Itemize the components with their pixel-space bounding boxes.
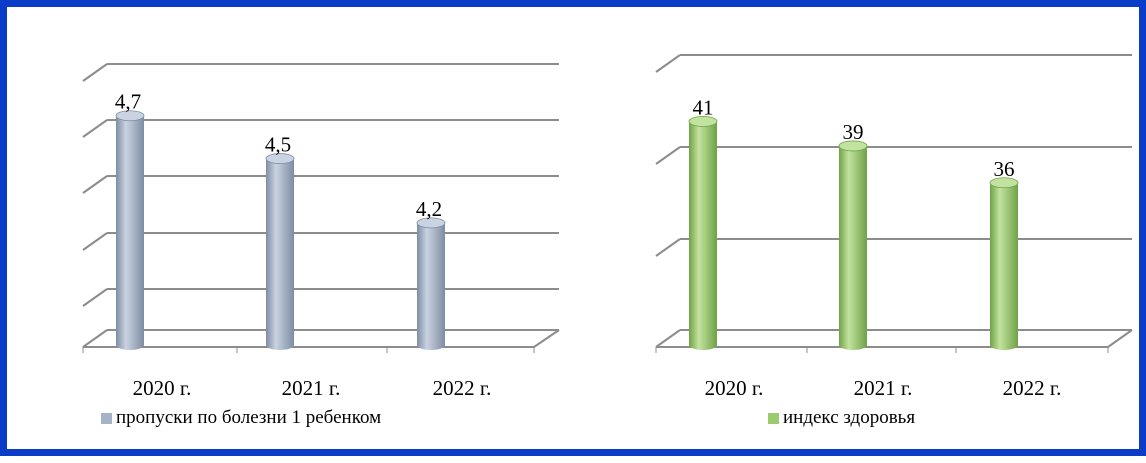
legend-swatch-health-index <box>768 412 779 424</box>
x-tick-label-1: 2021 г. <box>854 376 913 400</box>
data-label-1: 4,5 <box>265 133 291 157</box>
gridline-wall-3 <box>82 232 108 251</box>
bar-0 <box>689 121 717 351</box>
legend-label-health-index: индекс здоровья <box>783 407 916 428</box>
data-label-0: 4,7 <box>115 90 141 114</box>
gridline-wall-1 <box>655 146 681 165</box>
bar-top-1 <box>265 153 295 164</box>
floor-side-line <box>1107 329 1133 348</box>
gridline-wall-1 <box>82 119 108 138</box>
gridline-wall-3 <box>655 329 681 348</box>
chart-absences: 4,7 2020 г. 4,5 2021 г. 4,2 2022 г. <box>82 63 560 400</box>
bar-1 <box>839 145 867 350</box>
x-tick-label-0: 2020 г. <box>705 376 764 400</box>
data-label-0: 41 <box>693 95 714 119</box>
floor-side-line <box>533 329 560 348</box>
x-tick-label-0: 2020 г. <box>133 376 192 400</box>
bar-top-1 <box>838 140 868 152</box>
gridline-wall-4 <box>82 288 108 307</box>
bar-2 <box>417 222 445 350</box>
x-tick-label-1: 2021 г. <box>282 376 341 400</box>
x-tick-label-2: 2022 г. <box>1003 376 1062 400</box>
chart-health-index: 41 2020 г. 39 2021 г. 36 2022 г. <box>655 54 1133 400</box>
gridline-wall-2 <box>82 175 108 194</box>
legend-swatch-absences <box>101 412 112 424</box>
bar-top-0 <box>688 116 718 127</box>
legend-absences: пропуски по болезни 1 ребенком <box>101 407 381 429</box>
gridline-wall-0 <box>82 63 108 82</box>
x-tick-label-2: 2022 г. <box>433 376 492 400</box>
legend-health-index: индекс здоровья <box>768 407 915 429</box>
data-label-2: 4,2 <box>416 197 442 221</box>
bar-1 <box>266 158 294 350</box>
bar-top-2 <box>989 177 1019 189</box>
bar-top-0 <box>115 110 145 122</box>
bar-0 <box>116 115 144 350</box>
legend-label-absences: пропуски по болезни 1 ребенком <box>116 407 382 428</box>
gridline-wall-2 <box>655 238 681 257</box>
data-label-1: 39 <box>843 120 864 144</box>
gridline-wall-5 <box>82 329 108 348</box>
data-label-2: 36 <box>994 157 1015 181</box>
gridline-wall-0 <box>655 54 681 73</box>
bar-2 <box>990 182 1018 350</box>
bar-top-2 <box>416 217 446 229</box>
